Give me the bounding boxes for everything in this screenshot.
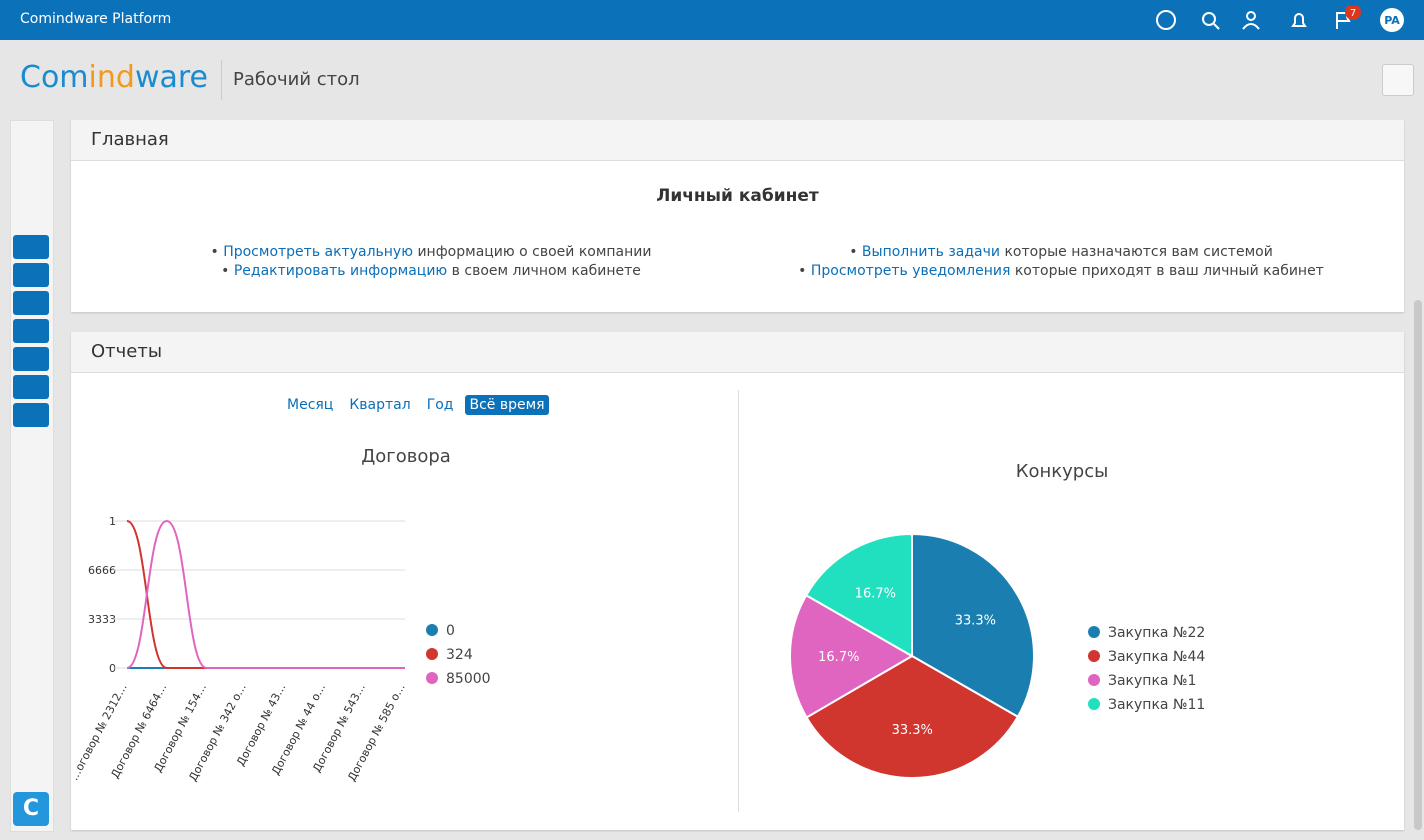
- toolbar-icons[interactable]: 7 PA: [1150, 6, 1410, 36]
- divider: [221, 60, 222, 100]
- list-item: • Просмотреть уведомления которые приход…: [798, 263, 1324, 279]
- period-button[interactable]: Год: [426, 397, 454, 413]
- avatar[interactable]: PA: [1384, 14, 1400, 27]
- logo-part: ind: [88, 60, 135, 95]
- period-button[interactable]: Месяц: [287, 397, 334, 413]
- scrollbar[interactable]: [1414, 300, 1422, 830]
- reports-panel: Отчеты Месяц Квартал Год Всё время: [71, 332, 1404, 830]
- sidebar-button[interactable]: [13, 291, 49, 315]
- list-item: • Выполнить задачи которые назначаются в…: [849, 244, 1273, 260]
- link[interactable]: Выполнить задачи: [861, 244, 1000, 260]
- app-title: Comindware Platform: [20, 11, 172, 27]
- logo-part: ware: [134, 60, 208, 95]
- panel-title: Главная: [91, 129, 169, 150]
- sidebar-button[interactable]: [13, 319, 49, 343]
- period-button[interactable]: Всё время: [465, 395, 549, 415]
- item-text: в своем личном кабинете: [451, 263, 641, 279]
- panel-title: Отчеты: [91, 341, 163, 362]
- item-text: которые приходят в ваш личный кабинет: [1014, 263, 1324, 279]
- divider: [738, 390, 739, 812]
- settings-button[interactable]: [1382, 64, 1414, 96]
- item-text: информацию о своей компании: [417, 244, 652, 260]
- panel-header[interactable]: Главная: [71, 120, 1404, 161]
- period-button[interactable]: Квартал: [349, 397, 411, 413]
- logo-part: Com: [20, 60, 89, 95]
- sidebar-button[interactable]: [13, 235, 49, 259]
- notification-badge: 7: [1350, 8, 1356, 19]
- main-panel: Главная Личный кабинет • Просмотреть акт…: [71, 120, 1404, 312]
- sidebar: [10, 120, 54, 832]
- period-switch: Месяц Квартал Год Всё время: [283, 394, 557, 415]
- link[interactable]: Редактировать информацию: [233, 263, 448, 279]
- sidebar-button[interactable]: [13, 263, 49, 287]
- app-badge[interactable]: C: [13, 792, 49, 826]
- item-text: которые назначаются вам системой: [1004, 244, 1273, 260]
- sidebar-button[interactable]: [13, 375, 49, 399]
- logo: Comindware: [20, 60, 208, 95]
- link[interactable]: Просмотреть актуальную: [223, 244, 413, 260]
- list-item: • Просмотреть актуальную информацию о св…: [210, 244, 652, 260]
- link[interactable]: Просмотреть уведомления: [810, 263, 1011, 279]
- panel-header[interactable]: Отчеты: [71, 332, 1404, 373]
- page-title: Рабочий стол: [233, 69, 360, 90]
- heading: Личный кабинет: [656, 186, 819, 206]
- sidebar-button[interactable]: [13, 403, 49, 427]
- sidebar-button[interactable]: [13, 347, 49, 371]
- list-item: • Редактировать информацию в своем лично…: [221, 263, 641, 279]
- top-bar: Comindware Platform 7 PA: [0, 0, 1424, 40]
